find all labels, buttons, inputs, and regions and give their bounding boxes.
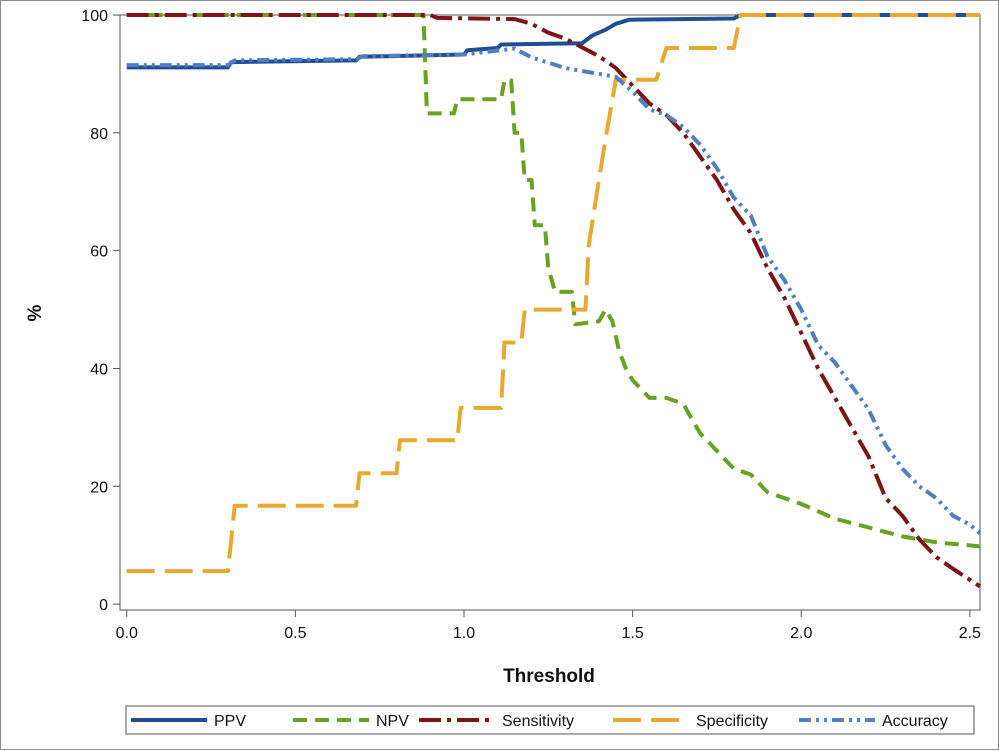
x-axis: 0.0 0.5 1.0 1.5 2.0 2.5 (116, 610, 981, 642)
series-line-specificity (126, 13, 980, 574)
y-tick-label: 80 (90, 126, 108, 143)
legend-label-accuracy: Accuracy (882, 713, 948, 730)
series-line-accuracy (126, 46, 982, 535)
legend-label-npv: NPV (376, 713, 409, 730)
legend-label-specificity: Specificity (696, 713, 768, 730)
y-axis: 0 20 40 60 80 100 (81, 8, 120, 614)
x-tick-label: 2.5 (959, 625, 981, 642)
x-tick-label: 1.0 (453, 625, 475, 642)
legend-label-ppv: PPV (214, 713, 246, 730)
y-axis-title: % (25, 304, 46, 321)
y-tick-label: 60 (90, 244, 108, 261)
x-axis-title: Threshold (503, 666, 595, 687)
series-line-npv (126, 13, 981, 549)
y-tick-label: 40 (90, 361, 108, 378)
legend: PPV NPV Sensitivity Specificity Accuracy (131, 713, 948, 730)
plot-area (119, 14, 981, 611)
x-tick-label: 0.0 (116, 625, 138, 642)
series-layer (126, 13, 982, 589)
series-line-ppv (126, 13, 980, 70)
x-tick-label: 0.5 (284, 625, 306, 642)
y-tick-label: 0 (99, 597, 108, 614)
legend-label-sensitivity: Sensitivity (502, 713, 574, 730)
series-line-sensitivity (126, 13, 982, 589)
y-tick-label: 100 (81, 8, 108, 25)
legend-box (125, 705, 975, 735)
x-tick-label: 1.5 (622, 625, 644, 642)
x-tick-label: 2.0 (790, 625, 812, 642)
y-tick-label: 20 (90, 479, 108, 496)
